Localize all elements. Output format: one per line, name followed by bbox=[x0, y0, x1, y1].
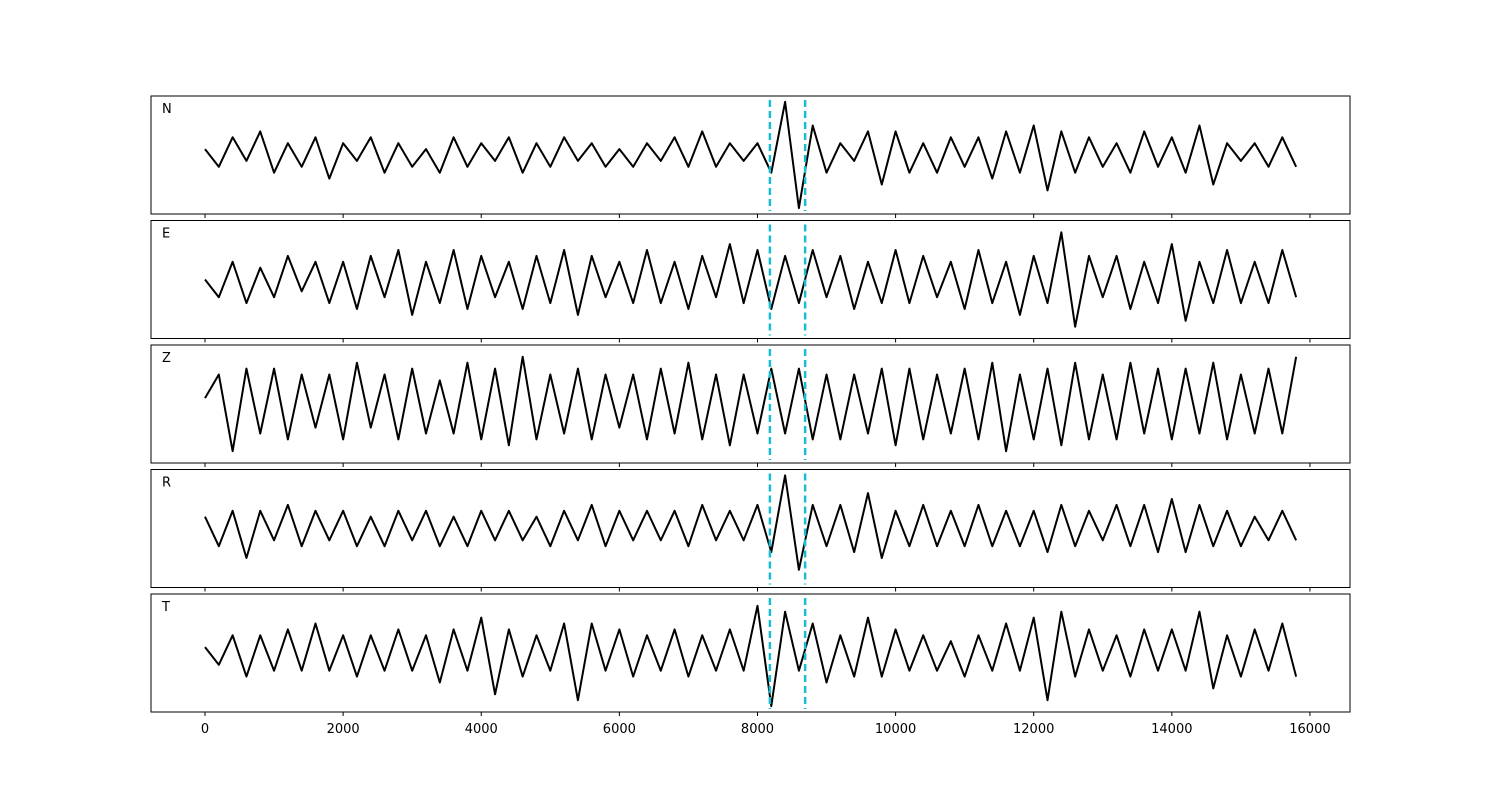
x-tick-label: 16000 bbox=[1289, 722, 1330, 737]
trace bbox=[204, 100, 1298, 210]
x-tick-label: 12000 bbox=[1013, 722, 1054, 737]
x-tick-label: 0 bbox=[201, 722, 209, 737]
panel-frame bbox=[150, 469, 1351, 588]
trace bbox=[204, 355, 1298, 453]
x-tick-label: 2000 bbox=[327, 722, 360, 737]
panel-frame bbox=[150, 95, 1351, 215]
trace bbox=[204, 604, 1298, 708]
x-tick-label: 8000 bbox=[741, 722, 774, 737]
x-tick-label: 14000 bbox=[1151, 722, 1192, 737]
panel-label: Z bbox=[162, 351, 171, 366]
panel-frame bbox=[150, 593, 1351, 713]
trace bbox=[204, 231, 1298, 328]
trace bbox=[204, 474, 1298, 571]
x-tick-label: 6000 bbox=[603, 722, 636, 737]
x-tick-label: 10000 bbox=[875, 722, 916, 737]
panel-label: T bbox=[161, 600, 170, 615]
panel-frame bbox=[150, 344, 1351, 464]
panel-label: N bbox=[162, 102, 172, 117]
x-tick-label: 4000 bbox=[465, 722, 498, 737]
panel-label: R bbox=[162, 476, 171, 491]
panel-frame bbox=[150, 220, 1351, 339]
panel-label: E bbox=[162, 227, 170, 242]
